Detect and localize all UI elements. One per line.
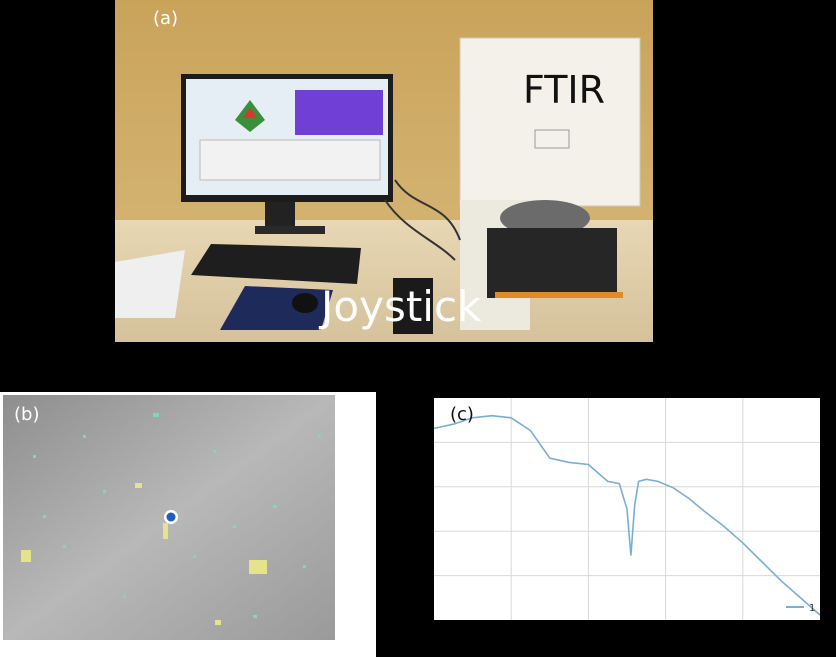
lab-setup-photo — [115, 0, 653, 342]
panel-a-photo: (a) FTIR Joystick — [115, 0, 653, 342]
keyboard — [191, 244, 361, 284]
monitor — [181, 74, 393, 234]
micrograph-image — [3, 395, 335, 640]
series-line — [434, 414, 820, 616]
spectrum-chart: 1 — [434, 398, 820, 620]
joystick — [393, 278, 433, 334]
series-lines — [434, 414, 820, 616]
ftir-instrument — [459, 37, 641, 330]
panel-c-spectrum: 1 (c) — [434, 398, 820, 620]
panel-c-label: (c) — [450, 404, 474, 425]
panel-a-label: (a) — [153, 8, 179, 29]
joystick-label: Joystick — [321, 282, 482, 331]
panel-b-label: (b) — [14, 404, 40, 425]
legend-entry: 1 — [809, 603, 815, 614]
chart-grid — [434, 398, 820, 620]
panel-b-micrograph: (b) — [0, 392, 376, 657]
ftir-label: FTIR — [523, 68, 606, 112]
legend: 1 — [786, 603, 815, 614]
